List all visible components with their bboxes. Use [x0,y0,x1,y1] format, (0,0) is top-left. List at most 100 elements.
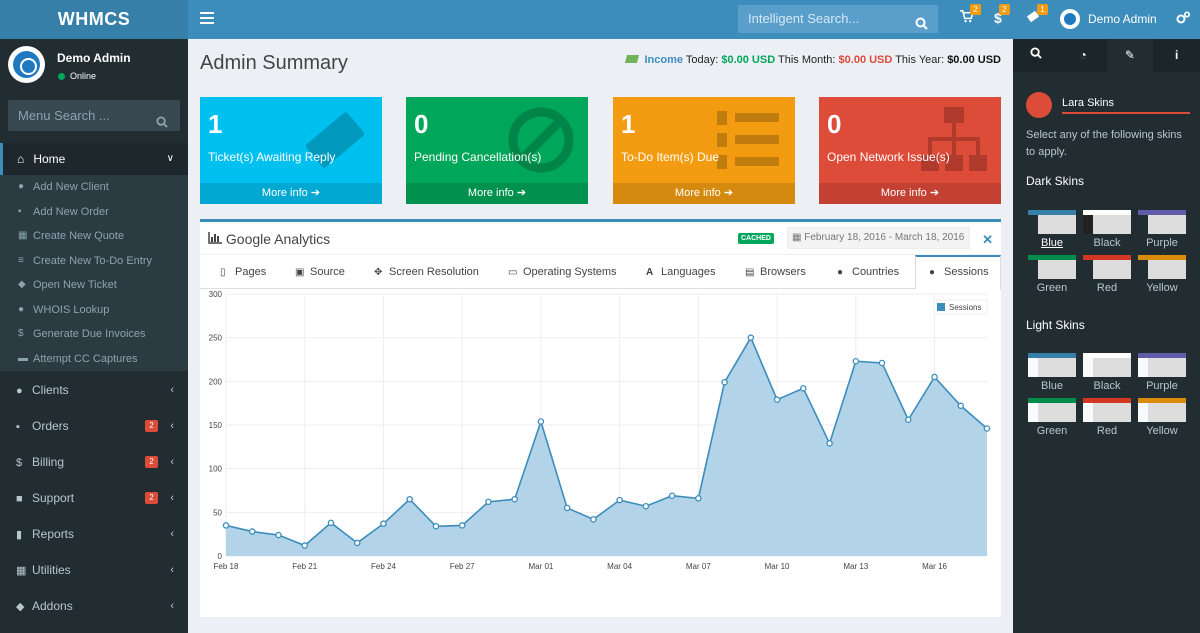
data-point [800,385,807,392]
tab-sessions[interactable]: ● Sessions [915,255,1001,290]
data-point [563,504,571,512]
light-skin-yellow[interactable]: Yellow [1138,398,1186,437]
window-icon: ▤ [745,267,755,278]
skin-sidebar-bar [1083,215,1093,234]
support-icon: ■ [16,493,23,505]
ticket-icon: ◆ [18,279,26,290]
submenu-label: WHOIS Lookup [33,303,110,316]
tab-countries[interactable]: ● Countries [837,255,899,289]
submenu-add-new-client[interactable]: ● Add New Client [0,175,188,200]
submenu-generate-invoices[interactable]: $ Generate Due Invoices [0,322,188,347]
sidebar-item-clients[interactable]: ● Clients ‹ [0,372,188,408]
date-range-text: February 18, 2016 - March 18, 2016 [804,232,965,243]
menu-toggle-icon[interactable] [200,12,214,24]
sidebar-item-billing[interactable]: $ Billing 2 ‹ [0,444,188,480]
tab-browsers[interactable]: ▤ Browsers [745,255,806,289]
skin-header-bar [1138,398,1186,403]
dark-skin-blue[interactable]: Blue [1028,210,1076,249]
data-point [616,496,623,504]
tab-languages[interactable]: A Languages [646,255,715,289]
search-icon[interactable] [156,108,168,139]
year-value: $0.00 USD [947,54,1001,66]
data-point [406,495,413,503]
app-logo[interactable]: WHMCS [0,0,188,39]
tab-source[interactable]: ▣ Source [295,255,345,289]
page-title: Admin Summary [200,52,348,74]
today-value: $0.00 USD [721,54,776,66]
light-skin-purple[interactable]: Purple [1138,353,1186,392]
submenu-open-ticket[interactable]: ◆ Open New Ticket [0,273,188,298]
data-point [275,531,282,539]
tab-info[interactable]: i [1153,39,1200,72]
more-info-link[interactable]: More info ➔ [613,183,795,204]
close-icon[interactable]: ✕ [982,232,993,247]
submenu-label: Add New Order [33,205,109,218]
submenu-whois-lookup[interactable]: ● WHOIS Lookup [0,298,188,323]
skin-label: Yellow [1146,282,1178,294]
dark-skin-yellow[interactable]: Yellow [1138,255,1186,294]
sidebar-item-home[interactable]: ⌂ Home ∨ [0,143,188,175]
tab-operating-systems[interactable]: ▭ Operating Systems [508,255,617,289]
box-number: 1 [208,109,223,139]
todo-items-box[interactable]: 1 To-Do Item(s) Due More info ➔ [613,97,795,204]
dark-skin-black[interactable]: Black [1083,210,1131,249]
intelligent-search-input[interactable]: Intelligent Search... [738,5,938,33]
light-skin-blue[interactable]: Blue [1028,353,1076,392]
sidebar-item-reports[interactable]: ▮ Reports ‹ [0,516,188,552]
sidebar-item-support[interactable]: ■ Support 2 ‹ [0,480,188,516]
ticket-icon[interactable]: 1 [1026,4,1048,26]
users-icon: ● [929,267,936,278]
skin-sidebar-bar [1138,215,1148,234]
more-info-link[interactable]: More info ➔ [200,183,382,204]
light-skin-green[interactable]: Green [1028,398,1076,437]
ordered-list-icon [717,111,779,169]
pending-cancellations-box[interactable]: 0 Pending Cancellation(s) More info ➔ [406,97,588,204]
skin-label: Black [1093,237,1121,249]
dark-skin-purple[interactable]: Purple [1138,210,1186,249]
tab-pages[interactable]: ▯ Pages [220,255,266,289]
submenu-create-new-quote[interactable]: ▦ Create New Quote [0,224,188,249]
tab-search[interactable] [1013,39,1060,72]
chevron-down-icon: ∨ [166,153,174,164]
sidebar-item-utilities[interactable]: ▦ Utilities ‹ [0,552,188,588]
income-link[interactable]: Income [644,54,683,66]
sidebar-item-orders[interactable]: ▪ Orders 2 ‹ [0,408,188,444]
skin-label: Purple [1146,380,1178,392]
menu-search-input[interactable]: Menu Search ... [8,100,180,131]
network-issues-box[interactable]: 0 Open Network Issue(s) More info ➔ [819,97,1001,204]
tickets-awaiting-box[interactable]: 1 Ticket(s) Awaiting Reply More info ➔ [200,97,382,204]
dollar-icon: $ [18,328,24,339]
light-skin-red[interactable]: Red [1083,398,1131,437]
submenu-create-todo[interactable]: ≡ Create New To-Do Entry [0,249,188,274]
home-submenu: ● Add New Client ▪ Add New Order ▦ Create N… [0,175,188,371]
top-user-menu[interactable]: Demo Admin [1060,9,1157,29]
settings-gears-icon[interactable] [1176,11,1191,27]
tab-screen-resolution[interactable]: ✥ Screen Resolution [374,255,479,289]
submenu-attempt-cc-captures[interactable]: ▬ Attempt CC Captures [0,347,188,372]
globe-icon: ● [837,267,844,278]
expand-icon: ✥ [374,267,383,278]
tab-skins[interactable]: ✎ [1106,39,1154,72]
dark-skin-green[interactable]: Green [1028,255,1076,294]
more-info-link[interactable]: More info ➔ [819,183,1001,204]
skin-label: Yellow [1146,425,1178,437]
date-range-picker[interactable]: ▦ February 18, 2016 - March 18, 2016 [787,227,970,249]
dollar-icon[interactable]: $ 2 [994,4,1010,26]
more-info-link[interactable]: More info ➔ [406,183,588,204]
dark-skin-red[interactable]: Red [1083,255,1131,294]
skin-sidebar-bar [1083,403,1093,422]
panel-header: Google Analytics CACHED ▦ February 18, 2… [200,222,1001,255]
cart-icon[interactable]: 2 [960,4,981,26]
skin-swatch [1028,255,1076,279]
search-icon[interactable] [915,12,928,40]
skin-label: Purple [1146,237,1178,249]
sidebar-item-addons[interactable]: ◆ Addons ‹ [0,588,188,624]
data-point [380,520,387,527]
light-skin-black[interactable]: Black [1083,353,1131,392]
submenu-add-new-order[interactable]: ▪ Add New Order [0,200,188,225]
x-tick-label: Mar 10 [765,562,790,571]
skin-swatch [1083,353,1131,377]
tab-dashboard[interactable]: ◔ [1060,39,1107,72]
avatar [8,46,45,83]
lara-skins-title: Lara Skins [1062,97,1190,114]
